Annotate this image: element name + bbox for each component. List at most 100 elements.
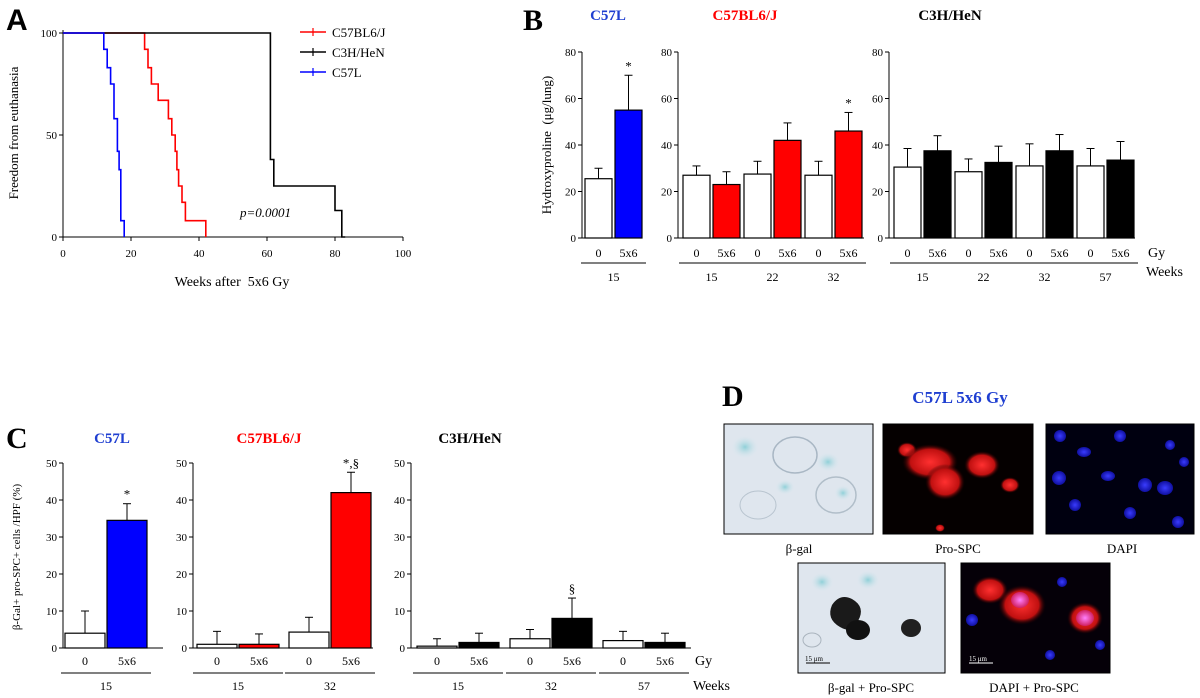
a-x-tick-label: 60 xyxy=(262,248,274,260)
panel-label-b: B xyxy=(523,4,543,37)
a-legend-label: C57L xyxy=(332,65,362,80)
significance-mark: § xyxy=(569,581,576,596)
a-x-tick-label: 20 xyxy=(126,248,138,260)
dose-label: 5x6 xyxy=(1051,246,1069,260)
y-tick-label: 60 xyxy=(565,94,577,106)
y-tick-label: 60 xyxy=(661,94,673,106)
week-label: 15 xyxy=(608,270,620,284)
dose-label: 0 xyxy=(620,654,626,668)
dose-label: 0 xyxy=(214,654,220,668)
bar xyxy=(984,161,1013,239)
week-label: 57 xyxy=(638,679,650,693)
group-title: C57BL6/J xyxy=(712,8,778,24)
a-series-line-0 xyxy=(63,32,207,237)
y-tick-label: 20 xyxy=(176,569,188,581)
dose-label: 0 xyxy=(755,246,761,260)
group-title: C57L xyxy=(94,431,130,447)
bar xyxy=(1076,165,1105,239)
y-tick-label: 50 xyxy=(176,458,188,470)
y-tick-label: 80 xyxy=(661,47,673,59)
survival-chart: 0 20 40 60 80 100 0 50 100 Freedom from euthanas… xyxy=(6,25,412,290)
bar xyxy=(773,139,802,239)
week-label: 15 xyxy=(232,679,244,693)
significance-mark: * xyxy=(845,95,852,110)
y-tick-label: 80 xyxy=(565,47,577,59)
week-label: 32 xyxy=(324,679,336,693)
dose-label: 0 xyxy=(596,246,602,260)
y-tick-label: 30 xyxy=(176,532,188,544)
beta-gal-pro-spc-scale: 15 μm xyxy=(805,655,824,663)
y-tick-label: 20 xyxy=(394,569,406,581)
a-y-tick-label: 0 xyxy=(52,232,58,244)
dose-label: 0 xyxy=(527,654,533,668)
week-label: 15 xyxy=(452,679,464,693)
pro-spc-caption: Pro-SPC xyxy=(935,541,981,556)
a-x-tick-label: 80 xyxy=(330,248,342,260)
dose-label: 0 xyxy=(434,654,440,668)
significance-mark: * xyxy=(124,487,131,502)
panel-label-c: C xyxy=(6,422,28,455)
bar xyxy=(551,617,593,649)
dose-label: 0 xyxy=(306,654,312,668)
dose-label: 5x6 xyxy=(840,246,858,260)
y-tick-label: 40 xyxy=(394,495,406,507)
a-p-value: p=0.0001 xyxy=(239,205,291,220)
bar xyxy=(330,492,372,649)
pro-spc-image xyxy=(882,423,1034,535)
y-tick-label: 0 xyxy=(400,643,406,655)
bar xyxy=(238,643,280,649)
y-tick-label: 10 xyxy=(46,606,58,618)
dose-label: 0 xyxy=(1088,246,1094,260)
a-x-tick-label: 40 xyxy=(194,248,206,260)
y-tick-label: 40 xyxy=(565,140,577,152)
bar xyxy=(602,639,644,649)
bar xyxy=(644,641,686,649)
week-label: 32 xyxy=(545,679,557,693)
y-tick-label: 30 xyxy=(46,532,58,544)
y-tick-label: 30 xyxy=(394,532,406,544)
bar xyxy=(743,173,772,239)
b-weeks-label: Weeks xyxy=(1146,265,1183,280)
week-label: 15 xyxy=(917,270,929,284)
bar xyxy=(923,150,952,239)
microscopy-panel: C57L 5x6 Gy β-gal Pro-SPC xyxy=(723,388,1195,695)
a-y-tick-label: 100 xyxy=(41,28,58,40)
a-x-axis-label: Weeks after 5x6 Gy xyxy=(175,275,290,290)
dose-label: 5x6 xyxy=(342,654,360,668)
week-label: 32 xyxy=(828,270,840,284)
group-title: C3H/HeN xyxy=(918,8,981,24)
significance-mark: *,§ xyxy=(343,455,359,470)
a-series-line-2 xyxy=(63,32,125,237)
dose-label: 5x6 xyxy=(563,654,581,668)
bar xyxy=(893,166,922,239)
a-x-tick-label: 0 xyxy=(60,248,66,260)
c-gy-label: Gy xyxy=(695,654,712,669)
bar xyxy=(804,174,833,239)
bar xyxy=(1106,159,1135,239)
y-tick-label: 0 xyxy=(878,233,884,245)
bar xyxy=(584,178,613,239)
beta-gal-image xyxy=(723,423,874,535)
y-tick-label: 50 xyxy=(394,458,406,470)
bar xyxy=(1045,150,1074,239)
y-tick-label: 0 xyxy=(52,643,58,655)
panel-label-a: A xyxy=(6,4,28,37)
bar xyxy=(509,638,551,649)
bar xyxy=(196,643,238,649)
y-tick-label: 40 xyxy=(46,495,58,507)
y-tick-label: 80 xyxy=(872,47,884,59)
dapi-pro-spc-scale: 15 μm xyxy=(969,655,988,663)
bar-group-2: C3H/HeN 0 10 20 30 40 50 0 5x6 15 0 § 5x6 32 0 5x6 57 xyxy=(394,431,691,693)
bar xyxy=(288,631,330,649)
dapi-pro-spc-caption: DAPI + Pro-SPC xyxy=(989,680,1079,695)
hydroxyproline-chart: Hydroxyproline (μg/lung) C57L 0 20 40 60 80 0 *… xyxy=(539,8,1183,284)
dose-label: 0 xyxy=(816,246,822,260)
a-legend: C57BL6/J C3H/HeN C57L xyxy=(300,25,385,80)
group-title: C3H/HeN xyxy=(438,431,501,447)
a-y-tick-label: 50 xyxy=(46,130,58,142)
y-tick-label: 10 xyxy=(394,606,406,618)
bar xyxy=(64,632,106,649)
